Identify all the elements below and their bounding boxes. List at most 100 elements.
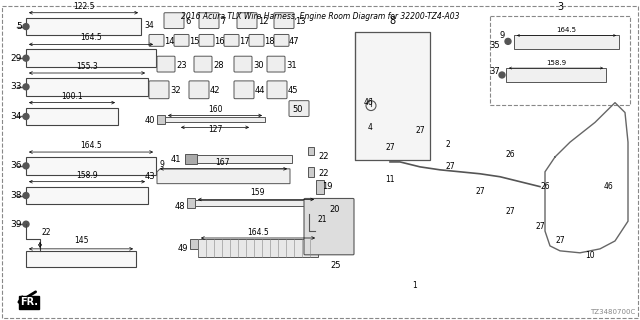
Polygon shape [157,169,290,184]
Text: 19: 19 [322,182,333,191]
FancyBboxPatch shape [289,101,309,116]
Text: 7: 7 [220,17,225,26]
Text: 27: 27 [415,126,425,135]
FancyBboxPatch shape [149,35,164,46]
Text: 27: 27 [505,207,515,216]
Bar [355,31,430,160]
Text: 20: 20 [329,205,339,214]
Text: 27: 27 [555,236,565,245]
Circle shape [23,24,29,29]
Text: 6: 6 [185,17,190,26]
Bar [490,16,630,105]
FancyBboxPatch shape [274,13,294,28]
Text: 47: 47 [289,37,300,46]
Text: 37: 37 [489,67,500,76]
Text: 22: 22 [42,228,51,237]
Text: 10: 10 [585,251,595,260]
Bar [26,108,118,125]
FancyBboxPatch shape [199,35,214,46]
Text: 155.3: 155.3 [76,62,98,71]
FancyBboxPatch shape [194,56,212,72]
Text: 160: 160 [208,105,222,114]
Bar [198,239,318,257]
Text: 145: 145 [74,236,88,245]
Text: 40: 40 [145,116,155,125]
Text: 27: 27 [535,222,545,231]
Text: 2016 Acura TLX Wire Harness, Engine Room Diagram for 32200-TZ4-A03: 2016 Acura TLX Wire Harness, Engine Room… [180,12,460,21]
Text: 32: 32 [170,86,180,95]
Text: FR.: FR. [20,297,38,307]
Text: 26: 26 [540,182,550,191]
FancyBboxPatch shape [304,198,354,255]
Text: 164.5: 164.5 [247,228,269,237]
Text: 45: 45 [288,86,298,95]
Text: 12: 12 [258,17,269,26]
Text: 27: 27 [475,187,485,196]
Text: FR.: FR. [20,297,38,307]
Text: 46: 46 [363,98,373,107]
Text: 44: 44 [255,86,266,95]
Text: TZ3480700C: TZ3480700C [589,309,635,315]
Text: 8: 8 [389,16,395,26]
Text: 35: 35 [490,41,500,50]
Text: 21: 21 [318,215,328,224]
Text: 31: 31 [286,60,296,69]
Text: 159: 159 [250,188,264,197]
Text: 2: 2 [445,140,451,148]
Text: 43: 43 [145,172,155,181]
Text: 27: 27 [445,162,455,172]
FancyBboxPatch shape [234,81,254,99]
FancyBboxPatch shape [237,13,257,28]
FancyBboxPatch shape [189,81,209,99]
Text: 3: 3 [557,2,563,12]
Text: 36: 36 [10,161,22,170]
Text: 30: 30 [253,60,264,69]
Text: 34: 34 [11,112,22,121]
Text: 1: 1 [413,281,417,290]
Bar [26,18,141,36]
Text: 167: 167 [215,158,229,167]
Circle shape [23,221,29,227]
Text: 50: 50 [292,105,303,114]
Bar [506,68,606,82]
Text: 25: 25 [330,261,340,270]
Text: 27: 27 [385,143,395,152]
Text: 48: 48 [174,202,185,211]
FancyBboxPatch shape [234,56,252,72]
Text: 34: 34 [144,20,154,30]
Text: 49: 49 [177,244,188,253]
Bar [308,167,314,177]
Circle shape [23,84,29,90]
Text: 16: 16 [214,37,225,46]
FancyBboxPatch shape [157,56,175,72]
FancyBboxPatch shape [267,56,285,72]
Circle shape [23,193,29,198]
FancyBboxPatch shape [174,35,189,46]
Text: 164.5: 164.5 [80,33,102,42]
Text: 9: 9 [159,160,164,169]
Text: 29: 29 [11,54,22,63]
Bar [316,180,324,194]
Bar [190,239,198,249]
Text: 17: 17 [239,37,250,46]
Circle shape [499,72,505,78]
Text: 164.5: 164.5 [556,28,576,34]
Bar [308,147,314,155]
Text: 13: 13 [295,17,306,26]
Text: 38: 38 [10,191,22,200]
Text: 28: 28 [213,60,223,69]
Bar [514,36,619,49]
Text: 15: 15 [189,37,200,46]
Text: 164.5: 164.5 [80,141,102,150]
Bar [187,198,195,208]
Text: 22: 22 [318,169,328,178]
Text: 5: 5 [16,22,22,31]
Circle shape [23,55,29,61]
FancyBboxPatch shape [274,35,289,46]
Text: 41: 41 [170,156,181,164]
Bar [165,117,265,123]
Circle shape [23,114,29,119]
FancyBboxPatch shape [249,35,264,46]
FancyBboxPatch shape [199,13,219,28]
Bar [26,78,148,96]
